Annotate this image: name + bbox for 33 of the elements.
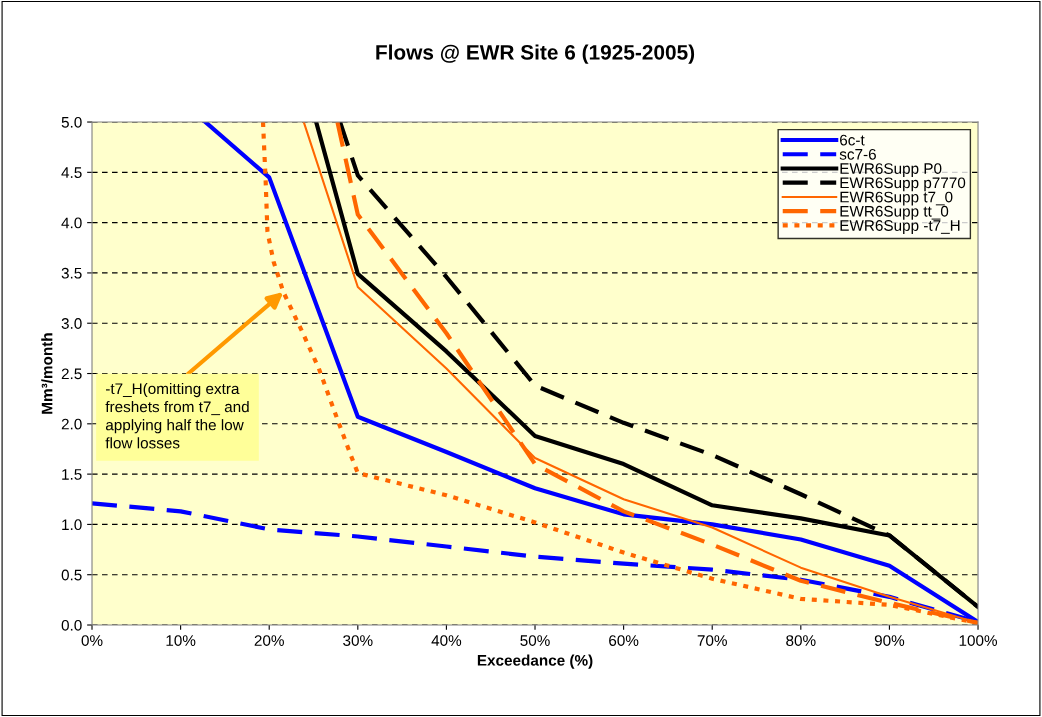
legend-label: EWR6Supp P0 [840, 163, 942, 177]
y-tick-label: 2.0 [61, 418, 82, 430]
legend-label: EWR6Supp t7_0 [840, 191, 953, 206]
x-tick-label: 40% [431, 635, 462, 646]
legend-label: 6c-t [840, 134, 865, 146]
x-tick-label: 20% [254, 635, 284, 646]
y-tick-label: 0.0 [61, 619, 82, 631]
x-tick-label: 50% [520, 635, 550, 646]
legend-label: EWR6Supp -t7_H [840, 220, 960, 234]
chart-title: Flows @ EWR Site 6 (1925-2005) [376, 44, 695, 64]
x-tick-label: 90% [874, 635, 905, 646]
y-tick-label: 4.0 [61, 217, 82, 229]
y-tick-label: 0.5 [61, 569, 82, 581]
legend-label: sc7-6 [839, 148, 876, 160]
x-tick-label: 60% [609, 635, 639, 646]
x-tick-label: 80% [786, 635, 816, 646]
y-tick-label: 4.5 [61, 167, 82, 179]
y-axis-title: Mm³/month [41, 333, 53, 414]
x-tick-label: 0% [81, 635, 103, 646]
y-tick-label: 5.0 [61, 116, 82, 128]
x-tick-label: 70% [697, 635, 727, 646]
legend-label: EWR6Supp tt_0 [840, 205, 949, 220]
y-tick-label: 2.5 [61, 368, 82, 380]
annotation: -t7_H(omitting extra freshets from t7_ and applying half the low flow losses [105, 382, 249, 449]
x-axis-title: Exceedance (%) [477, 654, 593, 669]
x-tick-label: 30% [343, 635, 373, 646]
y-tick-label: 1.5 [62, 469, 82, 480]
y-tick-label: 3.5 [61, 267, 82, 279]
x-tick-label: 100% [959, 635, 998, 646]
y-tick-label: 1.0 [62, 519, 82, 531]
legend-label: EWR6Supp p7770 [840, 177, 966, 192]
x-tick-label: 10% [166, 635, 196, 646]
y-tick-label: 3.0 [61, 318, 82, 329]
